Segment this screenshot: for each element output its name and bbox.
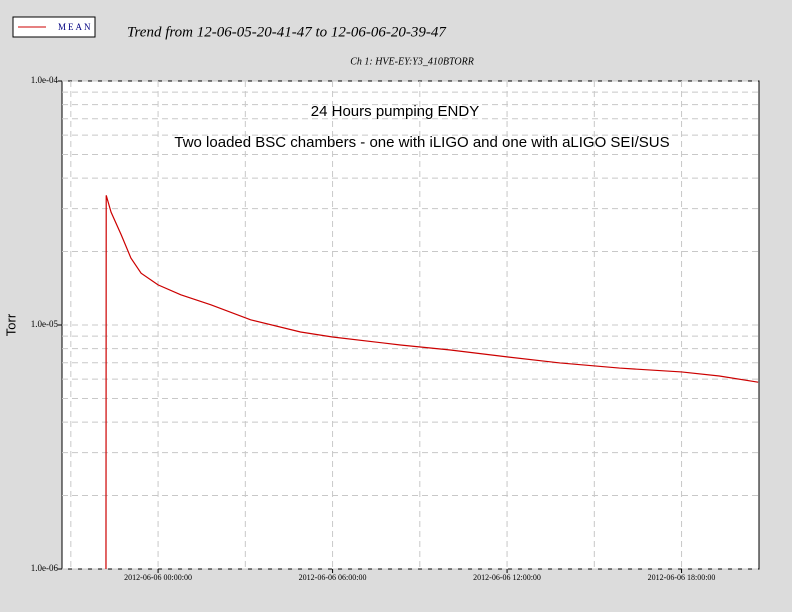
x-tick-label: 2012-06-06 06:00:00 — [299, 573, 367, 582]
legend-label: MEAN — [58, 22, 93, 32]
y-tick-label: 1.0e-04 — [31, 75, 59, 85]
y-tick-label: 1.0e-06 — [31, 563, 59, 573]
y-tick-label: 1.0e-05 — [31, 319, 59, 329]
x-tick-label: 2012-06-06 18:00:00 — [648, 573, 716, 582]
chart-subtitle: Ch 1: HVE-EY:Y3_410BTORR — [350, 56, 474, 67]
annotation: 24 Hours pumping ENDY — [311, 103, 479, 120]
chart-title: Trend from 12-06-05-20-41-47 to 12-06-06… — [127, 24, 447, 40]
x-tick-label: 2012-06-06 12:00:00 — [473, 573, 541, 582]
y-axis-label: Torr — [3, 313, 18, 336]
x-tick-label: 2012-06-06 00:00:00 — [124, 573, 192, 582]
annotation: Two loaded BSC chambers - one with iLIGO… — [174, 134, 669, 151]
data-line — [105, 195, 759, 570]
legend-box — [12, 16, 96, 38]
